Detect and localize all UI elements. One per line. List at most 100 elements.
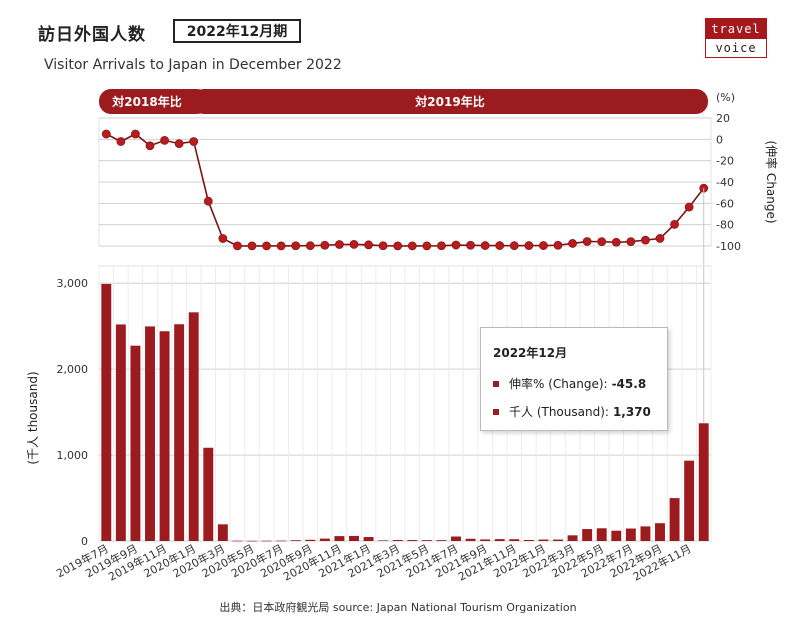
line-y-unit: (%) xyxy=(716,91,735,104)
arrivals-bar xyxy=(115,324,126,541)
banner-2018 xyxy=(99,89,209,114)
line-y-tick-label: -80 xyxy=(716,219,734,232)
bar-y-tick-label: 3,000 xyxy=(57,277,89,290)
arrivals-bar xyxy=(334,536,345,541)
change-point xyxy=(349,239,359,249)
arrivals-bar xyxy=(538,539,549,541)
change-point xyxy=(291,241,301,251)
arrivals-bar xyxy=(145,326,155,541)
arrivals-bar xyxy=(217,524,228,541)
arrivals-bar xyxy=(611,530,622,541)
change-point xyxy=(378,241,388,251)
change-point xyxy=(422,241,432,251)
line-y-tick-label: 0 xyxy=(716,133,723,146)
arrivals-bar xyxy=(553,539,563,541)
arrivals-bar xyxy=(276,540,287,542)
arrivals-bar xyxy=(509,539,520,541)
arrivals-bar xyxy=(203,447,214,541)
change-point xyxy=(145,141,155,151)
change-point xyxy=(684,202,694,212)
banner-2018-label: 対2018年比 xyxy=(111,94,181,109)
arrivals-bar xyxy=(247,540,257,542)
tooltip-title: 2022年12月 xyxy=(493,346,568,360)
arrivals-bar xyxy=(261,540,272,542)
arrivals-bar xyxy=(101,283,112,541)
period-badge: 2022年12月期 xyxy=(173,19,301,43)
change-point xyxy=(437,241,446,251)
travelvoice-logo: travel voice xyxy=(705,18,767,58)
line-y-tick-label: -100 xyxy=(716,240,741,253)
arrivals-bar xyxy=(159,331,170,541)
tooltip-change-row: 伸率% (Change): -45.8 xyxy=(493,375,646,392)
tooltip-thousand-row: 千人 (Thousand): 1,370 xyxy=(493,403,651,420)
change-point xyxy=(131,129,140,139)
change-point xyxy=(480,241,490,250)
arrivals-bar xyxy=(378,540,389,541)
change-point xyxy=(364,240,373,250)
change-line xyxy=(105,133,705,247)
arrivals-bar xyxy=(349,535,359,541)
change-point xyxy=(451,240,461,250)
bar-y-axis-title: (千人 thousand) xyxy=(26,371,40,464)
change-point xyxy=(101,129,111,139)
change-point xyxy=(247,241,257,251)
tooltip-thousand-label: 千人 (Thousand): xyxy=(509,405,609,419)
tooltip-change-value: -45.8 xyxy=(611,376,647,391)
arrivals-bar xyxy=(130,345,141,541)
change-point xyxy=(524,241,534,250)
arrivals-bar xyxy=(363,537,374,541)
arrivals-bar xyxy=(494,539,505,541)
change-point xyxy=(568,239,577,248)
arrivals-bar xyxy=(421,540,432,541)
bar-y-tick-label: 1,000 xyxy=(57,449,89,462)
arrivals-bar xyxy=(188,312,199,541)
change-point xyxy=(655,234,665,243)
arrivals-bar xyxy=(625,528,636,541)
change-point xyxy=(320,240,330,250)
arrivals-bar xyxy=(319,538,330,541)
bar-y-tick-label: 0 xyxy=(81,535,88,548)
banner-2019 xyxy=(192,89,708,114)
arrivals-bar xyxy=(436,540,447,541)
change-point xyxy=(495,241,505,250)
tooltip-thousand-value: 1,370 xyxy=(612,404,651,419)
line-y-tick-label: -40 xyxy=(716,176,734,189)
change-point xyxy=(116,137,126,146)
arrivals-bar xyxy=(290,540,301,541)
change-point xyxy=(626,237,636,247)
line-y-axis-title: (伸率 Change) xyxy=(764,140,779,223)
arrivals-bar xyxy=(640,526,651,541)
tooltip-change-label: 伸率% (Change): xyxy=(509,377,608,391)
arrivals-bar xyxy=(465,538,476,541)
change-point xyxy=(233,241,242,251)
chart-subtitle-en: Visitor Arrivals to Japan in December 20… xyxy=(44,57,342,73)
arrivals-bar xyxy=(698,423,709,541)
arrivals-bar xyxy=(480,539,491,541)
chart-title-jp: 訪日外国人数 xyxy=(38,25,146,45)
change-point xyxy=(276,241,286,251)
change-point xyxy=(393,241,403,251)
change-point xyxy=(189,137,199,146)
change-point xyxy=(553,240,563,250)
change-point xyxy=(611,237,621,247)
change-point xyxy=(218,234,228,243)
source-note: 出典：日本政府観光局 source: Japan National Touris… xyxy=(219,601,577,614)
arrivals-bar xyxy=(451,536,461,541)
change-point xyxy=(305,241,315,251)
arrivals-bar xyxy=(669,498,680,541)
change-point xyxy=(174,139,184,149)
arrivals-bar xyxy=(232,540,243,542)
change-point xyxy=(262,241,271,251)
arrivals-bar xyxy=(407,540,418,541)
arrivals-bar xyxy=(523,539,534,541)
arrivals-bar xyxy=(596,528,607,541)
change-point xyxy=(670,219,679,229)
arrivals-bar xyxy=(684,460,695,541)
logo-line1: travel xyxy=(706,19,766,39)
change-point xyxy=(582,237,592,246)
change-point xyxy=(466,240,475,250)
tooltip-series-marker xyxy=(493,380,499,387)
change-point xyxy=(641,235,650,245)
arrivals-bar xyxy=(392,539,403,541)
bar-y-tick-label: 2,000 xyxy=(57,363,89,376)
